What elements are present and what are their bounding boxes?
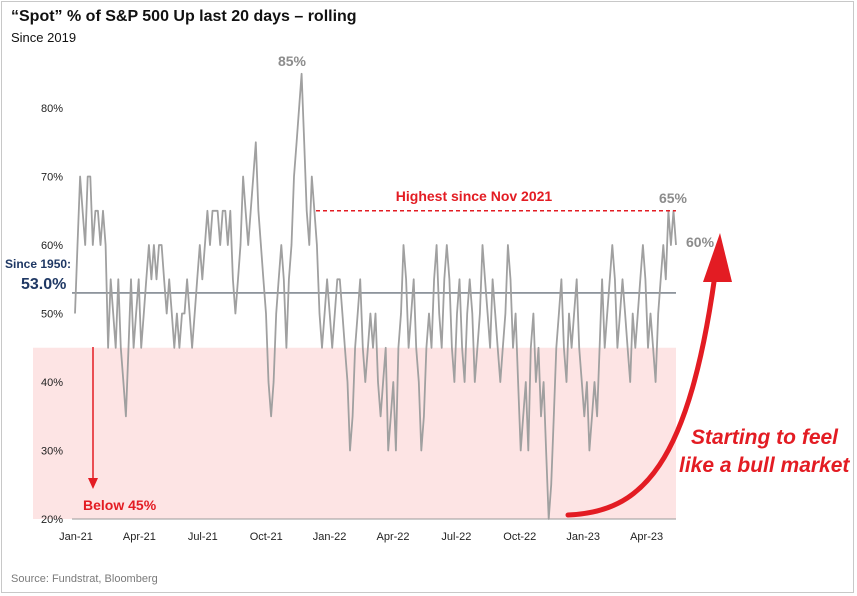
y-tick-label: 20% <box>41 514 63 526</box>
latest-value-label: 60% <box>686 234 715 250</box>
y-tick-label: 70% <box>41 172 63 184</box>
x-tick-label: Jul-22 <box>441 531 471 543</box>
bull-market-text-line2: like a bull market <box>679 454 850 477</box>
recent-high-label: 65% <box>659 190 688 206</box>
x-tick-label: Oct-21 <box>250 531 283 543</box>
since-1950-value: 53.0% <box>21 276 66 293</box>
x-tick-label: Oct-22 <box>503 531 536 543</box>
x-tick-label: Jan-23 <box>566 531 600 543</box>
x-tick-label: Apr-23 <box>630 531 663 543</box>
y-tick-label: 80% <box>41 103 63 115</box>
down-arrow-icon <box>88 478 98 489</box>
x-tick-label: Apr-22 <box>376 531 409 543</box>
peak-label: 85% <box>278 53 307 69</box>
x-tick-label: Jan-21 <box>59 531 93 543</box>
y-tick-label: 30% <box>41 446 63 458</box>
chart-subtitle: Since 2019 <box>11 30 77 45</box>
bull-arrow-head-icon <box>703 233 732 282</box>
x-tick-label: Apr-21 <box>123 531 156 543</box>
below-45-label: Below 45% <box>83 497 157 513</box>
y-axis: 20% 30% 40% 50% 60% 70% 80% <box>41 103 63 526</box>
source-note: Source: Fundstrat, Bloomberg <box>11 573 158 585</box>
series-line <box>74 72 677 520</box>
y-tick-label: 50% <box>41 309 63 321</box>
since-1950-label: Since 1950: <box>5 257 71 271</box>
x-tick-label: Jan-22 <box>313 531 347 543</box>
highest-since-label: Highest since Nov 2021 <box>396 188 553 204</box>
y-tick-label: 40% <box>41 377 63 389</box>
x-axis: Jan-21 Apr-21 Jul-21 Oct-21 Jan-22 Apr-22 Jul-… <box>59 531 663 543</box>
y-tick-label: 60% <box>41 240 63 252</box>
chart-title: “Spot” % of S&P 500 Up last 20 days – ro… <box>11 8 357 25</box>
bull-market-text-line1: Starting to feel <box>691 426 839 449</box>
bull-market-curved-arrow <box>565 257 720 518</box>
x-tick-label: Jul-21 <box>188 531 218 543</box>
